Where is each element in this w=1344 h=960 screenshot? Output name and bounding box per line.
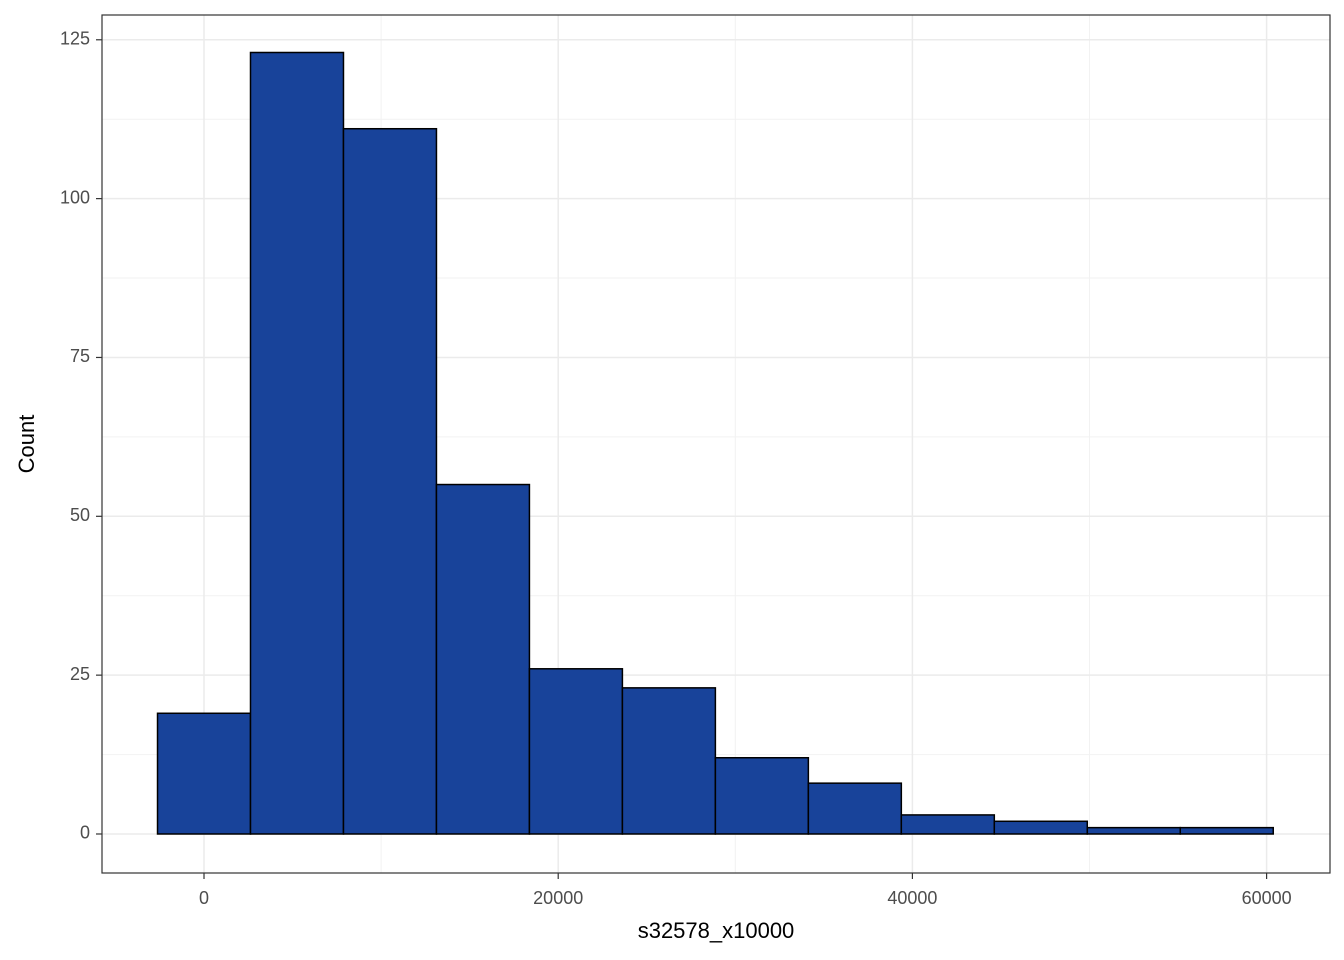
bar [528, 668, 624, 835]
y-tick-label: 100 [60, 187, 90, 207]
bars [156, 51, 1274, 835]
y-tick-label: 25 [70, 664, 90, 684]
bar [621, 687, 717, 835]
bar [249, 51, 345, 835]
x-tick-label: 40000 [887, 888, 937, 908]
bar [807, 782, 903, 835]
bar [900, 814, 996, 835]
x-axis-title: s32578_x10000 [638, 918, 795, 943]
x-tick-label: 60000 [1242, 888, 1292, 908]
x-tick-label: 0 [199, 888, 209, 908]
y-tick-label: 75 [70, 346, 90, 366]
bar [156, 712, 252, 835]
y-axis-title: Count [14, 415, 39, 474]
bar [1179, 826, 1274, 835]
bar [435, 483, 531, 835]
bar [342, 127, 438, 835]
y-tick-label: 50 [70, 505, 90, 525]
axes: 0 20000 40000 60000 0 25 50 75 100 125 [60, 29, 1292, 908]
bar [714, 756, 810, 835]
panel-border [101, 14, 1331, 874]
x-tick-label: 20000 [533, 888, 583, 908]
y-tick-label: 125 [60, 29, 90, 49]
y-tick-label: 0 [80, 823, 90, 843]
bar [993, 820, 1089, 835]
bar [1086, 826, 1182, 835]
